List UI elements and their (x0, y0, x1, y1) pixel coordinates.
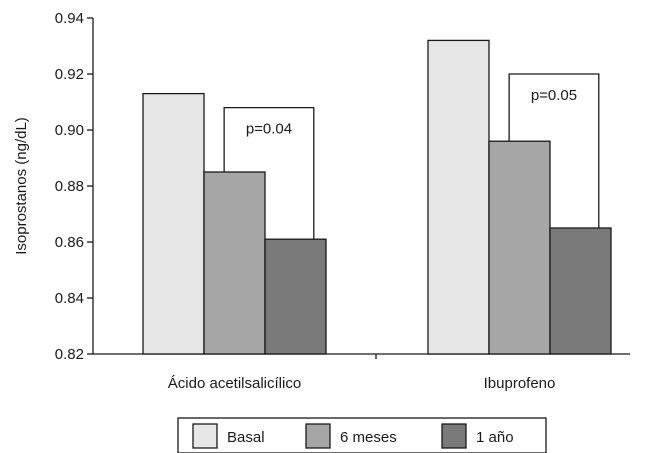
legend-swatch (305, 423, 331, 449)
y-tick-label: 0.84 (55, 290, 84, 307)
plot-area: 0.82 0.84 0.86 0.88 0.90 0.92 0.94 p=0.04 p=0.05… (55, 10, 630, 392)
bar (549, 227, 612, 355)
y-axis-label: Isoprostanos (ng/dL) (13, 117, 30, 255)
bar (488, 140, 551, 355)
legend-label: 1 año (476, 429, 514, 446)
y-tick-label: 0.94 (55, 10, 84, 27)
bar (203, 171, 266, 355)
legend-swatch (441, 423, 467, 449)
y-tick-label: 0.88 (55, 178, 84, 195)
p-value-label: p=0.05 (531, 87, 577, 104)
legend-label: 6 meses (340, 429, 397, 446)
bar (427, 39, 490, 355)
p-value-label: p=0.04 (246, 121, 292, 138)
y-tick-label: 0.82 (55, 346, 84, 363)
legend: Basal 6 meses 1 año (177, 417, 547, 453)
x-tick-label: Ácido acetilsalicílico (168, 375, 301, 392)
y-tick-label: 0.86 (55, 234, 84, 251)
bar (264, 238, 327, 355)
y-tick-label: 0.90 (55, 122, 84, 139)
legend-box (177, 417, 547, 453)
bar (142, 92, 205, 355)
significance-bracket (508, 73, 600, 228)
x-tick-label: Ibuprofeno (484, 375, 556, 392)
significance-bracket (223, 106, 315, 240)
legend-swatch (192, 423, 218, 449)
y-tick-label: 0.92 (55, 66, 84, 83)
legend-label: Basal (227, 429, 265, 446)
